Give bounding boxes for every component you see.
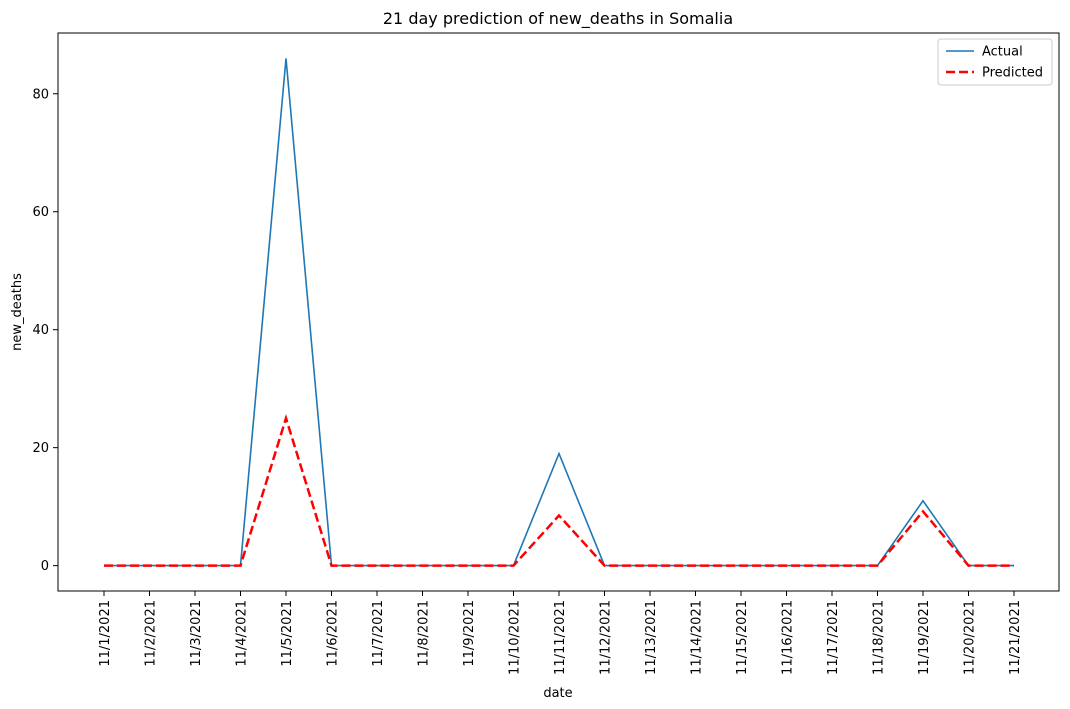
x-tick-label: 11/7/2021 bbox=[371, 600, 386, 667]
legend-label: Actual bbox=[982, 45, 1023, 60]
y-tick-label: 40 bbox=[32, 323, 49, 338]
series-lines bbox=[104, 58, 1014, 567]
x-tick-label: 11/13/2021 bbox=[644, 600, 659, 675]
x-tick-label: 11/3/2021 bbox=[189, 600, 204, 667]
x-tick-label: 11/12/2021 bbox=[599, 600, 614, 675]
x-tick-label: 11/17/2021 bbox=[826, 600, 841, 675]
x-tick-label: 11/19/2021 bbox=[917, 600, 932, 675]
x-tick-label: 11/10/2021 bbox=[508, 600, 523, 675]
x-tick-label: 11/15/2021 bbox=[735, 600, 750, 675]
x-tick-label: 11/20/2021 bbox=[963, 600, 978, 675]
x-tick-label: 11/11/2021 bbox=[553, 600, 568, 675]
x-tick-label: 11/21/2021 bbox=[1008, 600, 1023, 675]
series-line-predicted bbox=[104, 413, 1014, 567]
x-tick-label: 11/16/2021 bbox=[781, 600, 796, 675]
x-tick-label: 11/9/2021 bbox=[462, 600, 477, 667]
x-tick-label: 11/4/2021 bbox=[235, 600, 250, 667]
x-tick-label: 11/18/2021 bbox=[872, 600, 887, 675]
x-tick-label: 11/6/2021 bbox=[326, 600, 341, 667]
y-tick-label: 0 bbox=[41, 559, 49, 574]
chart-title: 21 day prediction of new_deaths in Somal… bbox=[383, 9, 733, 29]
y-axis: 0 20 40 60 80 bbox=[32, 87, 58, 574]
x-tick-label: 11/5/2021 bbox=[280, 600, 295, 667]
x-tick-label: 11/8/2021 bbox=[417, 600, 432, 667]
legend-label: Predicted bbox=[982, 66, 1043, 81]
y-tick-label: 60 bbox=[32, 205, 49, 220]
y-tick-label: 20 bbox=[32, 441, 49, 456]
plot-area bbox=[57, 32, 1060, 592]
x-tick-label: 11/2/2021 bbox=[144, 600, 159, 667]
y-tick-label: 80 bbox=[32, 87, 49, 102]
x-tick-label: 11/14/2021 bbox=[690, 600, 705, 675]
x-axis: 11/1/2021 11/2/2021 11/3/2021 11/4/2021 11/5… bbox=[98, 591, 1023, 675]
legend: Actual Predicted bbox=[937, 38, 1053, 86]
y-axis-label: new_deaths bbox=[10, 273, 25, 351]
x-tick-label: 11/1/2021 bbox=[98, 600, 113, 667]
x-axis-label: date bbox=[543, 686, 572, 701]
